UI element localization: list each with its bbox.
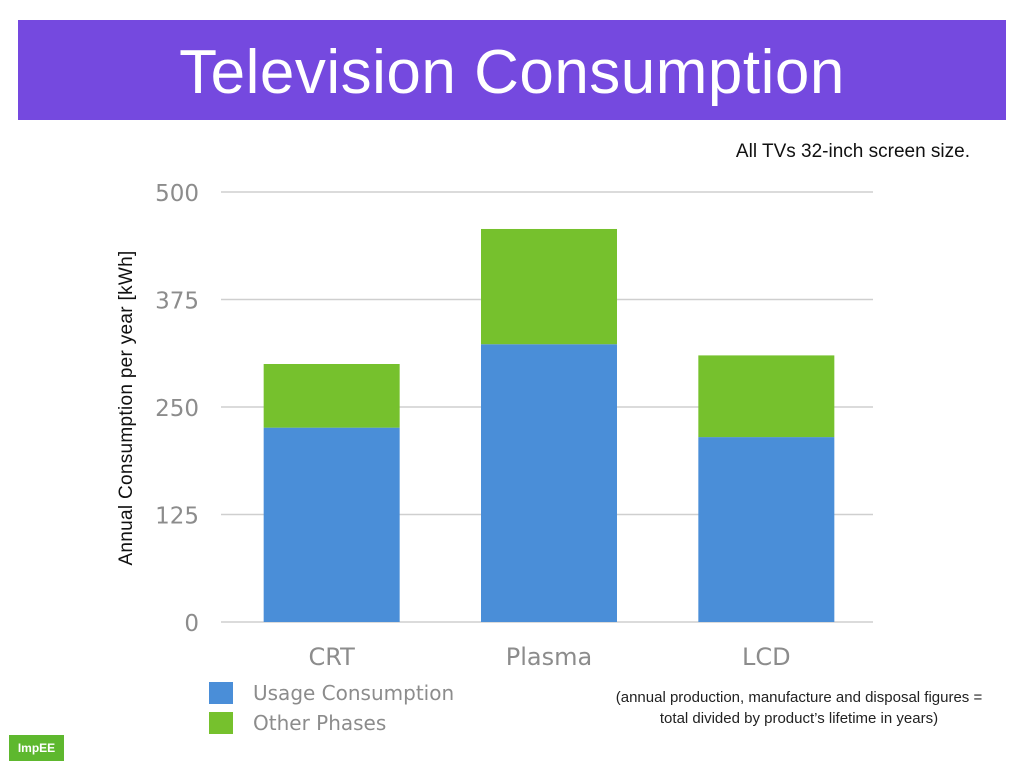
logo-text: ImpEE [17, 741, 56, 755]
footnote: (annual production, manufacture and disp… [584, 687, 1014, 729]
bar-crt-usage [263, 427, 400, 622]
y-tick-label-125: 125 [155, 504, 199, 530]
y-tick-label-250: 250 [155, 396, 199, 422]
legend-label-usage: Usage Consumption [253, 681, 455, 705]
y-tick-label-500: 500 [155, 181, 199, 207]
footnote-line-2: total divided by product’s lifetime in y… [659, 710, 939, 727]
y-tick-label-375: 375 [155, 289, 199, 315]
bar-plasma-usage [481, 344, 617, 622]
x-tick-label-crt: CRT [308, 643, 355, 671]
footnote-line-1: (annual production, manufacture and disp… [615, 689, 983, 706]
legend-item-other: Other Phases [209, 708, 454, 738]
x-tick-label-lcd: LCD [742, 643, 791, 671]
legend-swatch-usage [209, 682, 233, 704]
page-title: Television Consumption [179, 37, 845, 107]
impee-logo: ImpEE [9, 735, 64, 761]
bar-lcd-other [698, 355, 835, 438]
bar-plasma-other [481, 228, 617, 345]
bar-crt-other [263, 364, 400, 428]
legend-swatch-other [209, 712, 233, 734]
legend-item-usage: Usage Consumption [209, 678, 454, 708]
title-banner: Television Consumption [18, 20, 1006, 120]
legend-label-other: Other Phases [253, 711, 387, 735]
y-tick-label-0: 0 [184, 611, 199, 637]
bar-lcd-usage [698, 437, 835, 622]
x-tick-label-plasma: Plasma [506, 643, 592, 671]
chart-subtitle: All TVs 32-inch screen size. [735, 141, 970, 162]
chart-legend: Usage Consumption Other Phases [209, 678, 454, 738]
